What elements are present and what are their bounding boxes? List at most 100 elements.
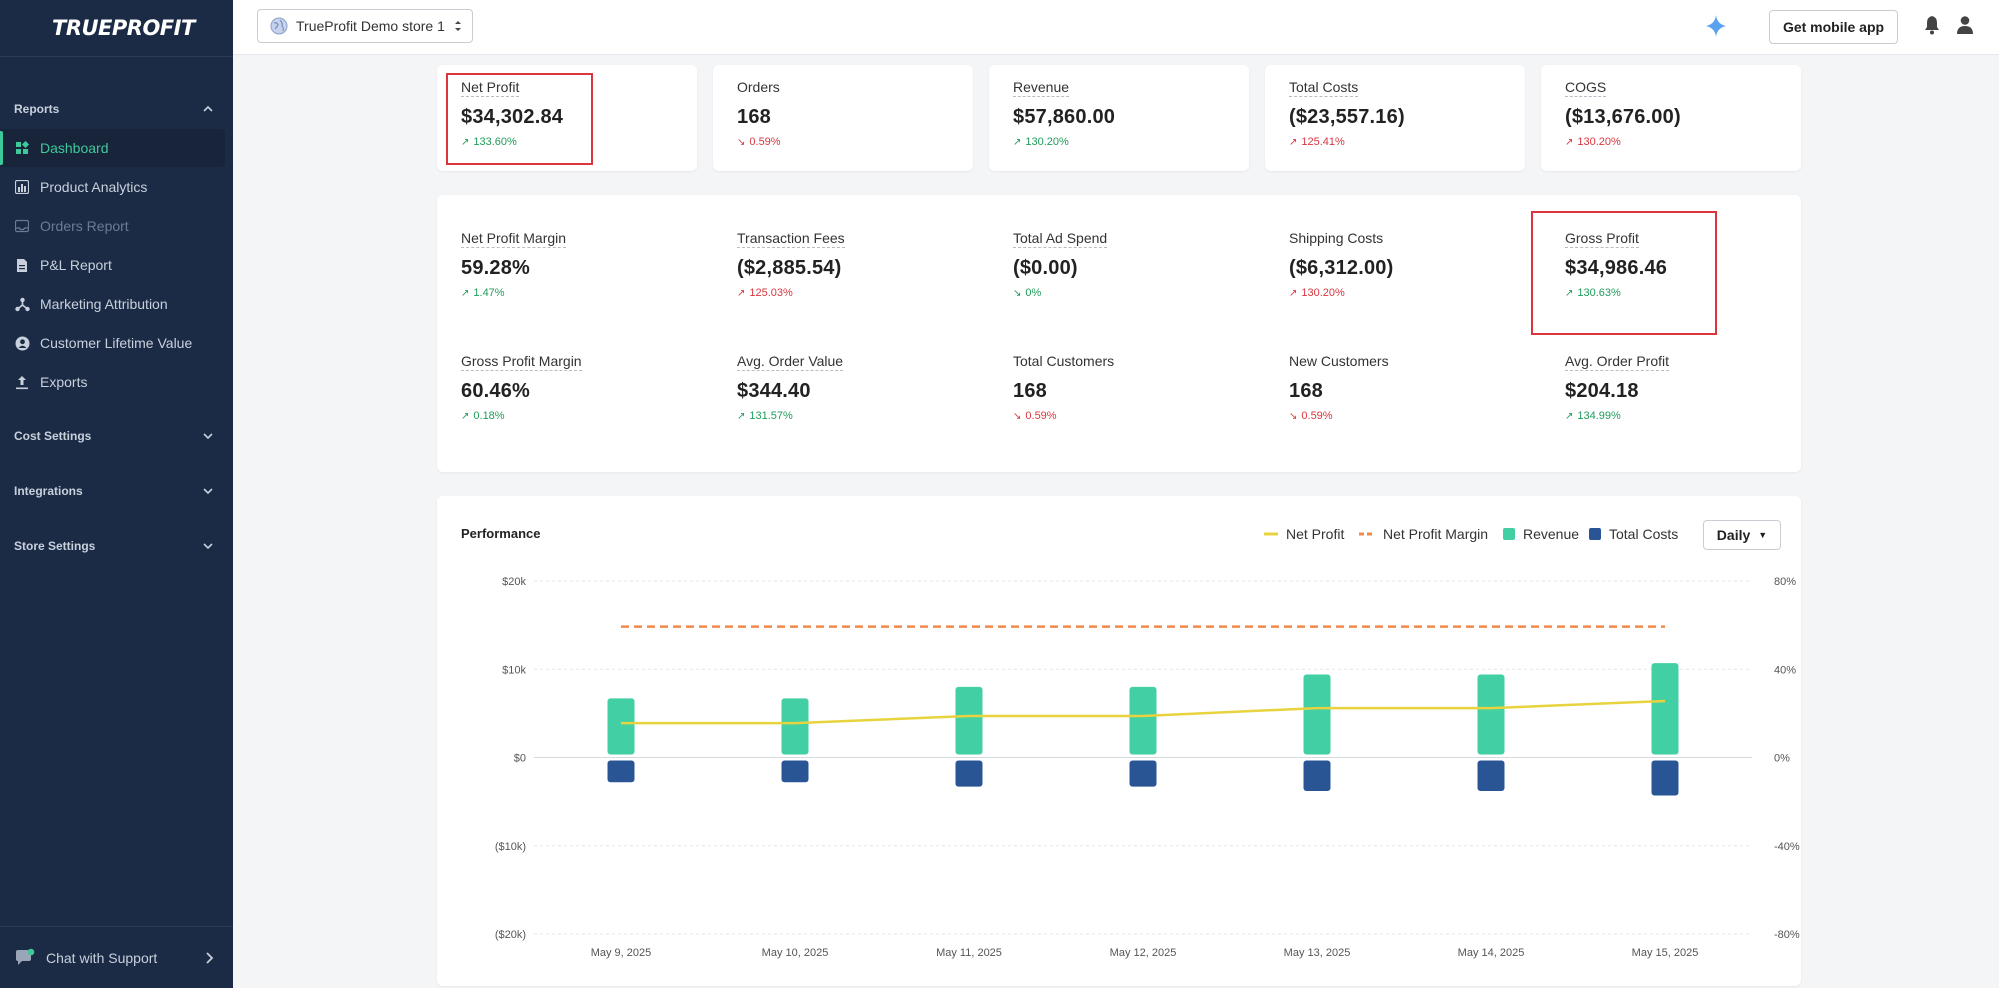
store-selector[interactable]: TrueProfit Demo store 1 bbox=[257, 9, 473, 43]
metric-value: 168 bbox=[1013, 380, 1047, 402]
metric-net-profit-margin[interactable]: Net Profit Margin 59.28% ↗ 1.47% bbox=[437, 195, 567, 299]
legend-net-profit-margin[interactable]: Net Profit Margin bbox=[1359, 526, 1488, 542]
period-label: Daily bbox=[1716, 527, 1751, 543]
app-logo[interactable]: TRUEPROFIT bbox=[0, 0, 233, 57]
metric-label: Avg. Order Value bbox=[737, 353, 844, 371]
metric-new-customers[interactable]: New Customers 168 ↘ 0.59% bbox=[1265, 318, 1389, 422]
caret-down-icon: ▼ bbox=[1758, 530, 1768, 540]
metric-gross-profit[interactable]: Gross Profit $34,986.46 ↗ 130.63% bbox=[1541, 195, 1667, 299]
section-store-settings[interactable]: Store Settings bbox=[0, 534, 233, 558]
metric-value: 59.28% bbox=[461, 257, 531, 279]
performance-title: Performance bbox=[461, 526, 541, 541]
metric-change-value: 130.20% bbox=[1301, 287, 1345, 299]
legend-label: Net Profit bbox=[1286, 526, 1345, 542]
topbar: TrueProfit Demo store 1 Get mobile app bbox=[233, 0, 1999, 55]
legend-total-costs[interactable]: Total Costs bbox=[1589, 526, 1678, 542]
kpi-card-orders[interactable]: Orders 168 ↘ 0.59% bbox=[713, 65, 973, 171]
user-icon[interactable] bbox=[1956, 15, 1974, 35]
sidebar-item-orders-report[interactable]: Orders Report bbox=[0, 207, 225, 245]
total-costs-bar bbox=[1651, 760, 1679, 796]
network-icon bbox=[14, 296, 30, 312]
metric-change-value: 0.59% bbox=[1301, 410, 1333, 422]
chat-with-support[interactable]: Chat with Support bbox=[0, 926, 233, 988]
sidebar-item-product-analytics[interactable]: Product Analytics bbox=[0, 168, 225, 206]
bell-icon[interactable] bbox=[1923, 15, 1941, 35]
kpi-change-value: 130.20% bbox=[1577, 136, 1621, 148]
y-left-tick-label: $20k bbox=[502, 576, 526, 588]
kpi-card-cogs[interactable]: COGS ($13,676.00) ↗ 130.20% bbox=[1541, 65, 1801, 171]
kpi-change-value: 133.60% bbox=[473, 136, 517, 148]
metric-label: Shipping Costs bbox=[1289, 230, 1384, 246]
sidebar-item-marketing-attribution[interactable]: Marketing Attribution bbox=[0, 285, 225, 323]
kpi-label: Net Profit bbox=[461, 79, 520, 97]
metric-avg-order-value[interactable]: Avg. Order Value $344.40 ↗ 131.57% bbox=[713, 318, 844, 422]
legend-revenue[interactable]: Revenue bbox=[1503, 526, 1579, 542]
metric-change: ↗ 130.20% bbox=[1289, 287, 1394, 299]
metric-transaction-fees[interactable]: Transaction Fees ($2,885.54) ↗ 125.03% bbox=[713, 195, 845, 299]
y-left-tick-label: ($20k) bbox=[495, 929, 526, 941]
sparkle-ai-icon[interactable] bbox=[1705, 14, 1727, 38]
metric-shipping-costs[interactable]: Shipping Costs ($6,312.00) ↗ 130.20% bbox=[1265, 195, 1394, 299]
period-dropdown[interactable]: Daily ▼ bbox=[1703, 520, 1781, 550]
sidebar-item-pl-report[interactable]: P&L Report bbox=[0, 246, 225, 284]
metric-value: ($6,312.00) bbox=[1289, 257, 1394, 279]
kpi-label: Total Costs bbox=[1289, 79, 1359, 97]
kpi-card-net-profit[interactable]: Net Profit $34,302.84 ↗ 133.60% bbox=[437, 65, 697, 171]
get-mobile-app-button[interactable]: Get mobile app bbox=[1769, 10, 1898, 44]
chevron-up-icon bbox=[203, 105, 213, 112]
kpi-change: ↗ 125.41% bbox=[1289, 136, 1525, 148]
support-label: Chat with Support bbox=[46, 949, 158, 966]
metric-avg-order-profit[interactable]: Avg. Order Profit $204.18 ↗ 134.99% bbox=[1541, 318, 1670, 422]
kpi-value: ($13,676.00) bbox=[1565, 106, 1681, 128]
revenue-bar bbox=[1651, 663, 1679, 755]
legend-net-profit[interactable]: Net Profit bbox=[1264, 526, 1344, 542]
legend-label: Total Costs bbox=[1609, 526, 1679, 542]
sidebar: TRUEPROFIT Reports Dashboard Product Ana… bbox=[0, 0, 233, 988]
metric-label: Total Ad Spend bbox=[1013, 230, 1108, 248]
kpi-change: ↗ 130.20% bbox=[1565, 136, 1801, 148]
metric-change-value: 1.47% bbox=[473, 287, 505, 299]
kpi-change: ↗ 130.20% bbox=[1013, 136, 1249, 148]
kpi-value: $34,302.84 bbox=[461, 106, 564, 128]
sidebar-item-customer-lifetime-value[interactable]: Customer Lifetime Value bbox=[0, 324, 225, 362]
chevron-right-icon bbox=[206, 951, 214, 964]
revenue-bar bbox=[1129, 686, 1157, 755]
kpi-value: $57,860.00 bbox=[1013, 106, 1116, 128]
net-profit-line bbox=[621, 699, 1666, 725]
arrow-down-icon: ↘ bbox=[737, 136, 746, 148]
sidebar-item-label: Exports bbox=[40, 374, 88, 390]
metric-value: $204.18 bbox=[1565, 380, 1639, 402]
total-costs-bar bbox=[955, 760, 983, 787]
metric-change: ↗ 130.63% bbox=[1565, 287, 1667, 299]
inbox-icon bbox=[14, 218, 30, 234]
metric-change: ↗ 134.99% bbox=[1565, 410, 1669, 422]
section-cost-settings[interactable]: Cost Settings bbox=[0, 424, 233, 448]
metric-total-customers[interactable]: Total Customers 168 ↘ 0.59% bbox=[989, 318, 1114, 422]
metric-change-value: 125.03% bbox=[749, 287, 793, 299]
kpi-card-total-costs[interactable]: Total Costs ($23,557.16) ↗ 125.41% bbox=[1265, 65, 1525, 171]
metric-gross-profit-margin[interactable]: Gross Profit Margin 60.46% ↗ 0.18% bbox=[437, 318, 582, 422]
y-right-tick-label: -80% bbox=[1774, 929, 1800, 941]
section-integrations[interactable]: Integrations bbox=[0, 479, 233, 503]
sidebar-item-dashboard[interactable]: Dashboard bbox=[0, 129, 225, 167]
arrow-up-icon: ↗ bbox=[1565, 136, 1574, 148]
total-costs-bar bbox=[1303, 760, 1331, 792]
globe-icon bbox=[270, 17, 288, 35]
kpi-change: ↘ 0.59% bbox=[737, 136, 973, 148]
kpi-card-revenue[interactable]: Revenue $57,860.00 ↗ 130.20% bbox=[989, 65, 1249, 171]
legend-swatch-box bbox=[1589, 528, 1601, 540]
section-label: Store Settings bbox=[14, 539, 96, 553]
y-left-tick-label: $10k bbox=[502, 664, 526, 676]
chevron-down-icon bbox=[203, 433, 213, 440]
metric-value: ($2,885.54) bbox=[737, 257, 842, 279]
bar-chart-icon bbox=[14, 179, 30, 195]
highlight-box-gross-profit bbox=[1531, 211, 1717, 335]
metric-total-ad-spend[interactable]: Total Ad Spend ($0.00) ↘ 0% bbox=[989, 195, 1108, 299]
metric-change: ↘ 0.59% bbox=[1289, 410, 1389, 422]
section-reports[interactable]: Reports bbox=[0, 97, 233, 121]
x-tick-label: May 13, 2025 bbox=[1284, 947, 1351, 959]
arrow-up-icon: ↗ bbox=[1565, 410, 1574, 422]
sidebar-item-exports[interactable]: Exports bbox=[0, 363, 225, 401]
revenue-bar bbox=[607, 698, 635, 755]
y-left-tick-label: $0 bbox=[514, 753, 526, 765]
